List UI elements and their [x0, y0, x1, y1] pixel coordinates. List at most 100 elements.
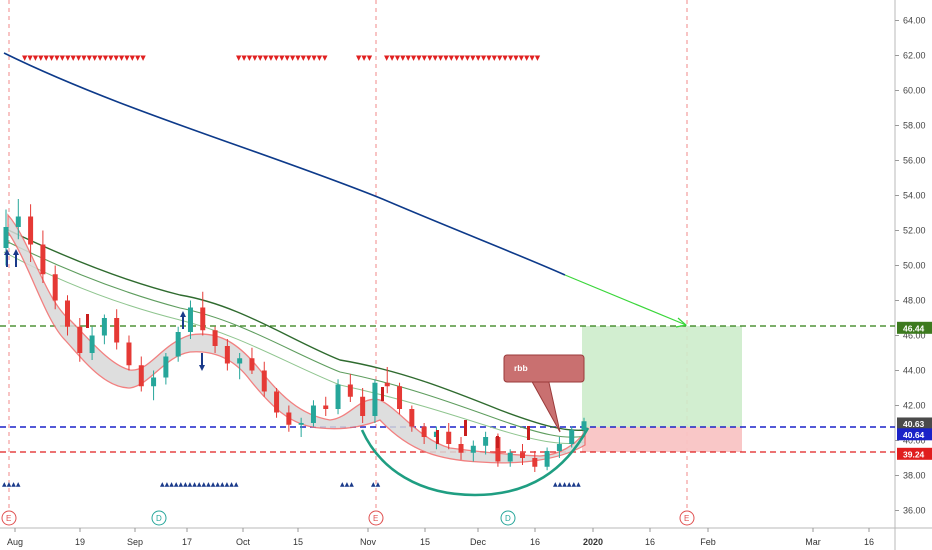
candle-body [446, 431, 452, 444]
candle-body [409, 409, 415, 427]
candle-body [421, 426, 427, 437]
y-tick-label: 58.00 [903, 121, 926, 131]
price-tag[interactable]: 39.24 [897, 447, 932, 460]
price-tag[interactable]: 46.44 [897, 321, 932, 334]
red-arrows [86, 314, 530, 448]
price-tag-label: 40.63 [903, 419, 925, 429]
price-tag[interactable]: 40.64 [897, 428, 932, 441]
candle [77, 318, 83, 362]
candle-body [64, 300, 70, 327]
earnings-marker[interactable]: E [1, 510, 17, 526]
red-signal-bar [381, 387, 384, 401]
x-tick-label: 16 [530, 537, 540, 547]
candle [421, 423, 427, 444]
candle-body [126, 342, 132, 366]
candle-body [347, 384, 353, 397]
svg-text:D: D [505, 514, 511, 523]
candle [126, 335, 132, 371]
candle-body [237, 358, 243, 364]
profit-zone[interactable] [582, 326, 742, 427]
candlestick-series [3, 199, 587, 472]
candle [286, 405, 292, 432]
candle-body [224, 346, 230, 364]
x-tick-label: 15 [293, 537, 303, 547]
price-tag-label: 39.24 [903, 449, 925, 459]
y-tick-label: 48.00 [903, 296, 926, 306]
y-tick-label: 42.00 [903, 401, 926, 411]
earnings-marker[interactable]: E [679, 510, 695, 526]
candle-body [212, 330, 218, 346]
ma-ribbon-inner [3, 251, 586, 444]
y-tick-label: 46.00 [903, 331, 926, 341]
candle [138, 356, 144, 392]
rbb-callout[interactable]: rbb [503, 354, 585, 433]
red-signal-bar [86, 314, 89, 328]
candle [249, 347, 255, 374]
candle [200, 291, 206, 336]
candle [89, 326, 95, 360]
y-tick-label: 52.00 [903, 226, 926, 236]
candle-body [200, 307, 206, 331]
red-signal-bar [496, 436, 499, 448]
sell-markers-group-2: ▼▼▼▼▼▼▼▼▼▼▼▼▼▼▼▼▼ [236, 54, 328, 62]
buy-markers-group-3: ▲▲▲ [340, 481, 354, 488]
candle [556, 437, 562, 458]
arrow-up-icon [4, 249, 10, 267]
price-tag[interactable]: 40.63 [897, 417, 932, 430]
candle [470, 440, 476, 462]
candle [298, 417, 304, 437]
x-tick-label: Sep [127, 537, 143, 547]
sell-markers-group-4: ▼▼▼▼▼▼▼▼▼▼▼▼▼▼▼▼▼▼▼▼▼▼▼▼▼▼▼▼▼ [384, 54, 541, 62]
candle [163, 353, 169, 385]
candle [581, 417, 587, 436]
candle [335, 379, 341, 415]
candle [569, 426, 575, 448]
projection-line [564, 274, 687, 326]
candle-body [532, 458, 538, 467]
candle [384, 367, 390, 394]
callout-box [503, 354, 585, 383]
y-tick-label: 62.00 [903, 51, 926, 61]
candle-body [286, 412, 292, 425]
candle-body [495, 437, 501, 462]
event-markers: E D E D E [1, 510, 695, 526]
candle-body [151, 377, 157, 387]
y-tick-label: 60.00 [903, 86, 926, 96]
price-tag-bg [897, 428, 932, 441]
price-tag-bg [897, 321, 932, 334]
candle [261, 361, 267, 397]
candle [52, 265, 58, 310]
ma-ribbon-outer [3, 227, 586, 432]
candle [544, 447, 550, 471]
candle-body [372, 382, 378, 416]
x-tick-label: Oct [236, 537, 251, 547]
buy-markers-group-1: ▲▲▲▲ [2, 481, 21, 488]
candle-body [360, 396, 366, 416]
candle-body [175, 332, 181, 357]
loss-zone[interactable] [582, 427, 742, 452]
candle [360, 388, 366, 423]
buy-markers-group-2: ▲▲▲▲▲▲▲▲▲▲▲▲▲▲▲▲▲ [160, 481, 239, 488]
candle-body [507, 452, 513, 462]
buy-markers-group-5: ▲▲▲▲▲▲ [553, 481, 581, 488]
dividend-marker[interactable]: D [151, 510, 167, 526]
earnings-marker[interactable]: E [368, 510, 384, 526]
x-tick-label: Feb [700, 537, 716, 547]
candle-body [249, 358, 255, 371]
dividend-marker[interactable]: D [500, 510, 516, 526]
x-tick-label: 15 [420, 537, 430, 547]
candle [323, 396, 329, 416]
candle-body [52, 274, 58, 301]
x-tick-label: 19 [75, 537, 85, 547]
red-signal-bar [436, 430, 439, 444]
x-tick-label: Aug [7, 537, 23, 547]
y-tick-label: 56.00 [903, 156, 926, 166]
x-tick-label: 16 [645, 537, 655, 547]
red-signal-bar [527, 426, 530, 440]
candle-body [470, 445, 476, 453]
candle [397, 382, 403, 415]
candle [151, 370, 157, 401]
y-tick-label: 38.00 [903, 471, 926, 481]
svg-text:E: E [6, 514, 11, 523]
candle [114, 309, 120, 350]
